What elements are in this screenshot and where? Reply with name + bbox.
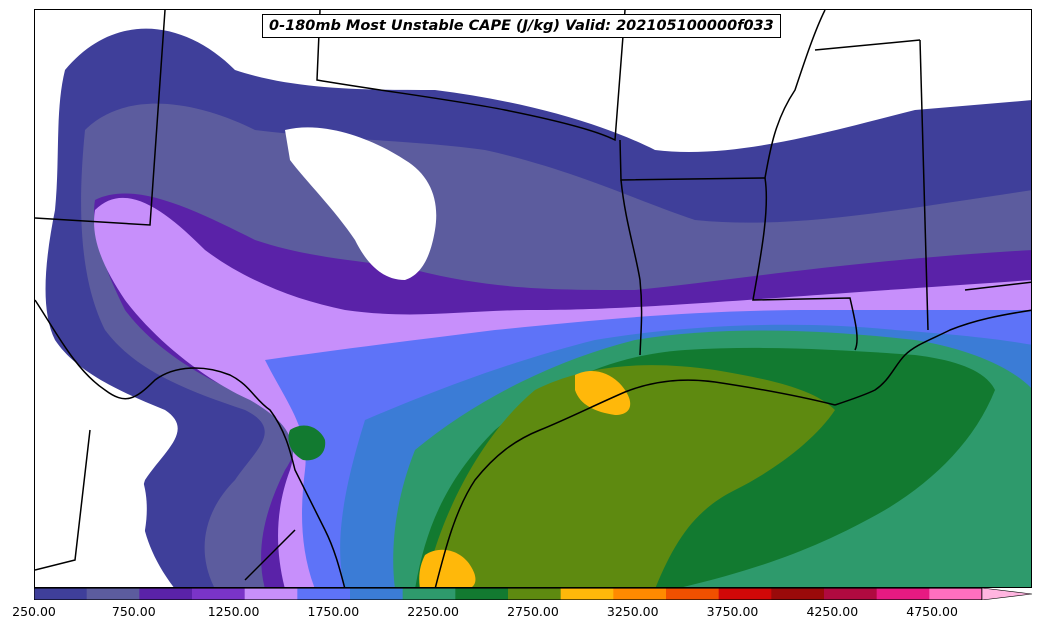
- border-mexico-interior2: [244, 529, 296, 581]
- colorbar-extend-arrow: [981, 588, 1033, 600]
- colorbar-segment: [824, 588, 878, 600]
- colorbar-segment: [876, 588, 930, 600]
- colorbar-tick-label: 250.00: [12, 604, 56, 619]
- border-tx-ok: [316, 10, 626, 142]
- coastline-louisiana: [834, 309, 1031, 406]
- colorbar-tick-labels: 250.00 750.00 1250.00 1750.00 2250.00 2750.00…: [0, 604, 1042, 624]
- cape-region-2750: [425, 365, 835, 587]
- cape-region-2500b: [288, 425, 326, 461]
- border-ar-ms: [814, 39, 921, 51]
- colorbar-segment: [402, 588, 456, 600]
- border-tx-la: [620, 179, 643, 356]
- colorbar-tick-label: 3750.00: [706, 604, 759, 619]
- colorbar-segment: [613, 588, 667, 600]
- border-la-ms: [752, 177, 858, 351]
- no-cape-area-southwest: [35, 426, 147, 587]
- colorbar-tick-label: 1250.00: [207, 604, 260, 619]
- colorbar-segment: [508, 588, 562, 600]
- colorbar-segment: [560, 588, 614, 600]
- colorbar-segment: [192, 588, 246, 600]
- colorbar-tick-label: 1750.00: [307, 604, 360, 619]
- colorbar-segment: [139, 588, 193, 600]
- border-tx-mexico: [35, 299, 346, 587]
- colorbar-tick-label: 2250.00: [407, 604, 460, 619]
- colorbar-segment: [297, 588, 351, 600]
- map-panel: [34, 9, 1032, 588]
- coastline-texas: [434, 379, 836, 587]
- colorbar: [34, 588, 1033, 600]
- border-tx-ar-la: [619, 10, 826, 181]
- border-mexico-interior: [35, 429, 91, 571]
- colorbar-segment: [718, 588, 772, 600]
- colorbar-segment: [929, 588, 983, 600]
- colorbar-outline: [34, 588, 983, 600]
- colorbar-segment: [34, 588, 88, 600]
- cape-region-3000b: [419, 549, 476, 587]
- colorbar-tick-label: 750.00: [111, 604, 156, 619]
- colorbar-tick-label: 3250.00: [606, 604, 659, 619]
- colorbar-segment: [455, 588, 509, 600]
- cape-region-3000a: [575, 370, 631, 415]
- border-ms-al: [919, 39, 929, 331]
- colorbar-segment: [244, 588, 298, 600]
- cape-map: [35, 10, 1031, 587]
- cape-fill-layer: [35, 10, 1031, 587]
- colorbar-segment: [771, 588, 825, 600]
- colorbar-tick-label: 4250.00: [806, 604, 859, 619]
- colorbar-segment: [350, 588, 404, 600]
- map-title: 0-180mb Most Unstable CAPE (J/kg) Valid:…: [262, 14, 781, 38]
- border-al-fl: [964, 281, 1031, 291]
- colorbar-segment: [666, 588, 720, 600]
- no-cape-area-west: [285, 127, 437, 280]
- border-nm-tx: [35, 10, 166, 226]
- colorbar-tick-label: 2750.00: [507, 604, 559, 619]
- colorbar-tick-label: 4750.00: [906, 604, 958, 619]
- colorbar-segment: [86, 588, 140, 600]
- boundary-lines: [35, 10, 1031, 587]
